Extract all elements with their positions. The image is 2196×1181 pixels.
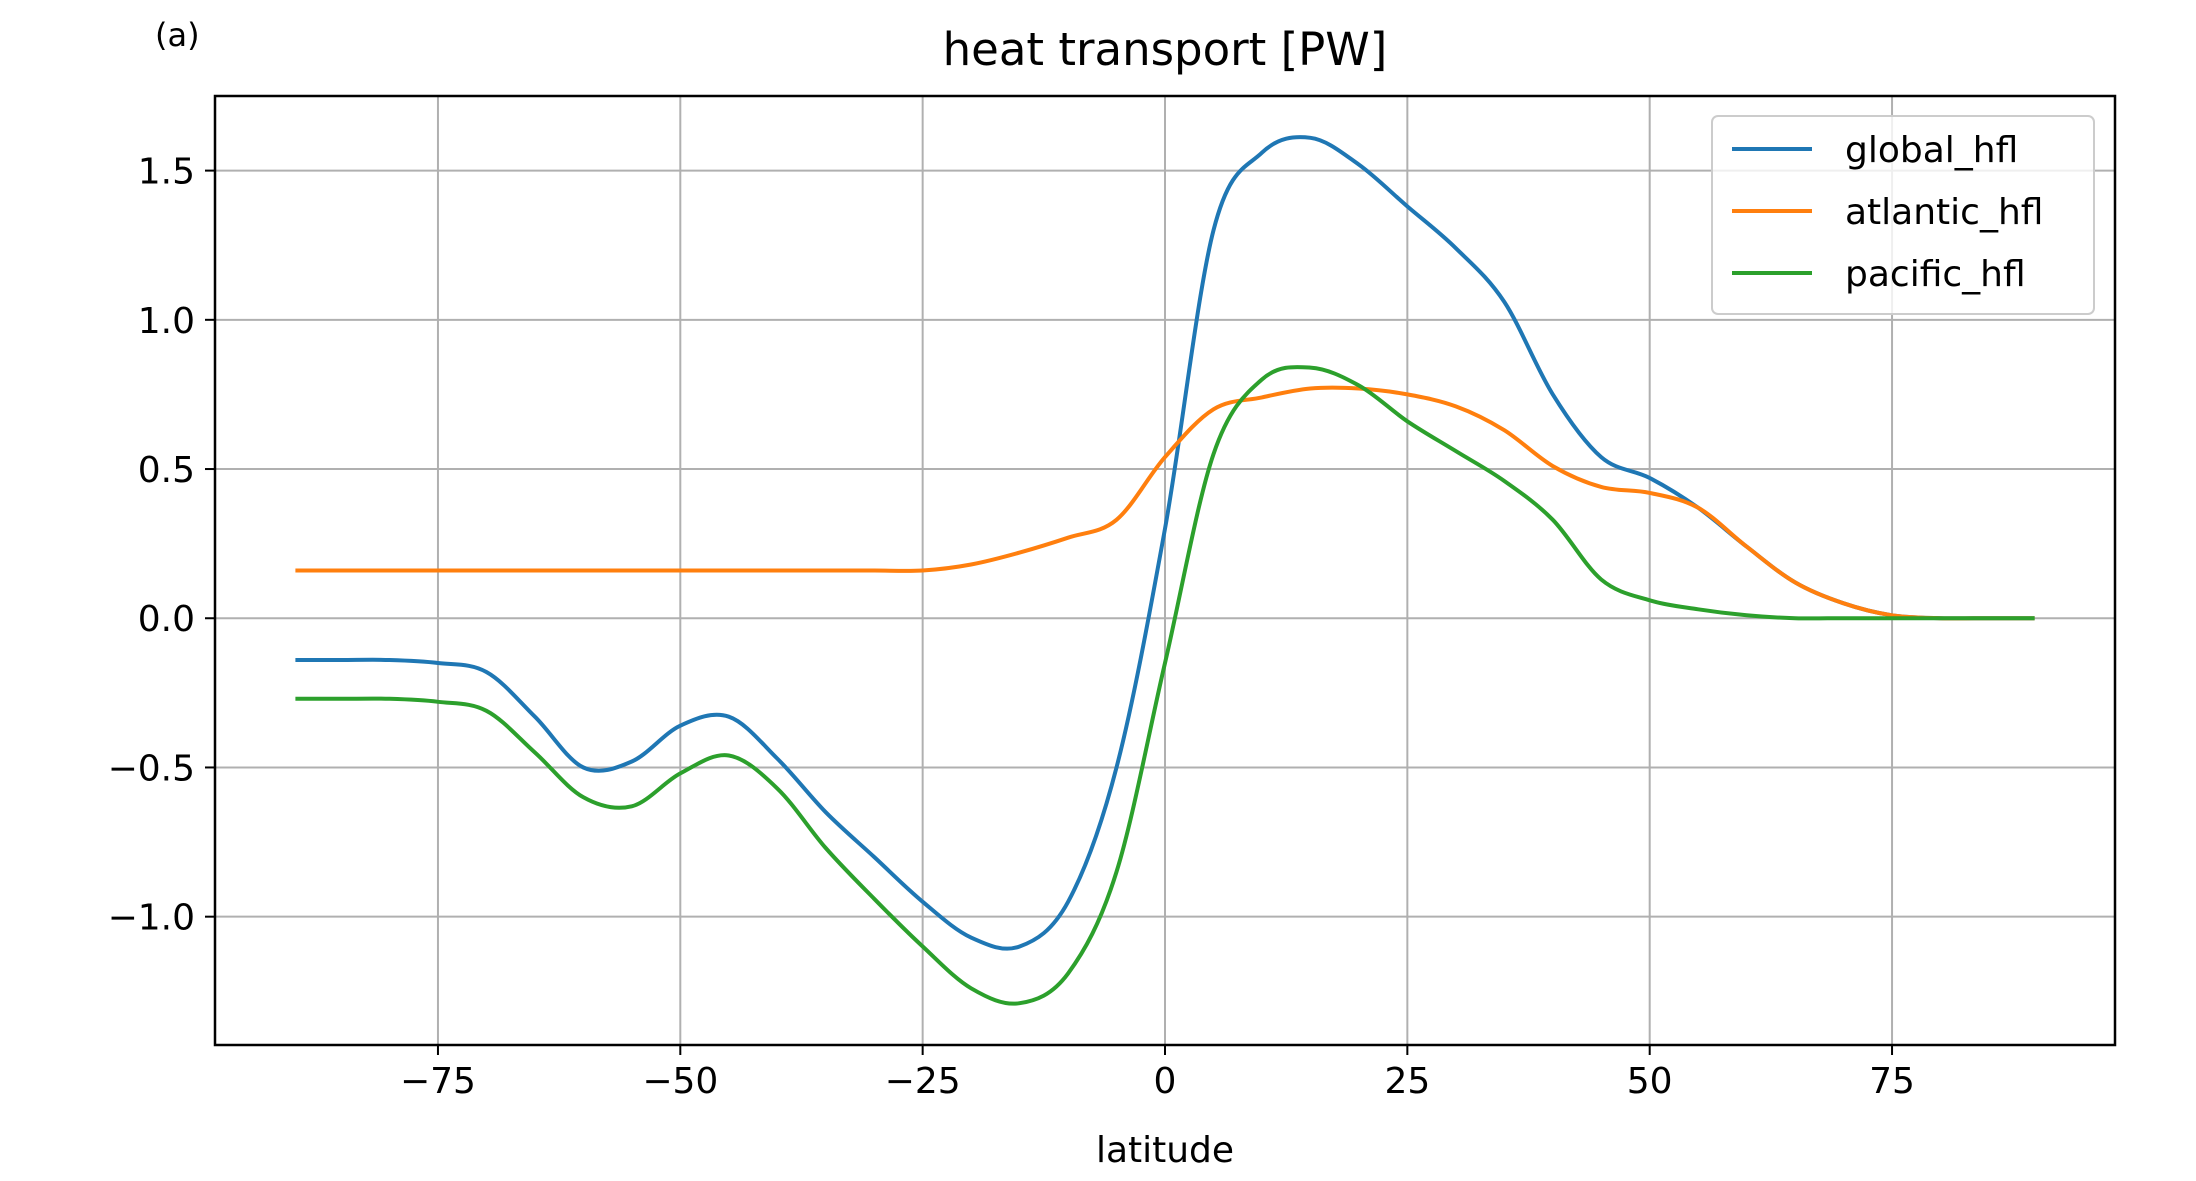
x-axis: −75 −50 −25 0 25 50 75 <box>400 1045 1915 1102</box>
series-lines <box>295 135 2035 1006</box>
y-tick-label: 1.0 <box>138 301 195 342</box>
x-axis-label: latitude <box>1096 1130 1234 1171</box>
y-tick-label: 0.0 <box>138 599 195 640</box>
x-tick-label: 50 <box>1627 1061 1673 1102</box>
y-tick-label: −0.5 <box>108 748 195 789</box>
series-line-pacific-hfl <box>295 365 2035 1006</box>
y-tick-label: 0.5 <box>138 450 195 491</box>
x-tick-label: −75 <box>400 1061 476 1102</box>
x-tick-label: −25 <box>885 1061 961 1102</box>
x-tick-label: 25 <box>1384 1061 1430 1102</box>
legend: global_hfl atlantic_hfl pacific_hfl <box>1711 115 2095 315</box>
y-tick-label: 1.5 <box>138 152 195 193</box>
legend-label: atlantic_hfl <box>1845 192 2043 233</box>
x-tick-label: 0 <box>1154 1061 1177 1102</box>
legend-box <box>1711 115 2095 315</box>
series-line-atlantic-hfl <box>295 385 2035 621</box>
x-tick-label: −50 <box>642 1061 718 1102</box>
y-tick-label: −1.0 <box>108 898 195 939</box>
y-axis: −1.0 −0.5 0.0 0.5 1.0 1.5 <box>108 152 215 939</box>
legend-label: global_hfl <box>1845 130 2018 171</box>
x-tick-label: 75 <box>1869 1061 1915 1102</box>
legend-label: pacific_hfl <box>1845 254 2026 295</box>
panel-label: (a) <box>155 16 200 54</box>
chart-title: heat transport [PW] <box>943 23 1388 76</box>
